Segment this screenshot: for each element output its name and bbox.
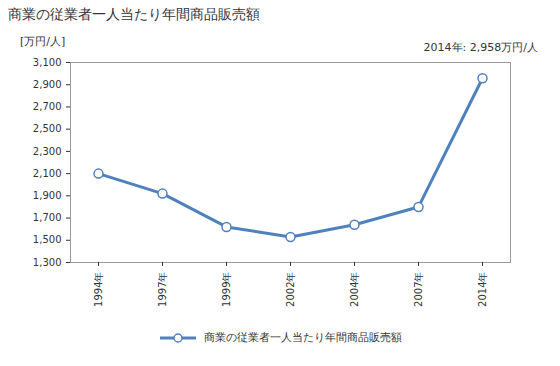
html-text:商業の従業者一人当たり年間商品販売額: 商業の従業者一人当たり年間商品販売額 bbox=[8, 6, 260, 22]
svg-text:2,900: 2,900 bbox=[33, 79, 62, 90]
svg-text:1994年: 1994年 bbox=[93, 272, 104, 307]
svg-text:1,300: 1,300 bbox=[33, 257, 62, 268]
html-text:2014年: 2,958万円/人: 2014年: 2,958万円/人 bbox=[423, 41, 538, 54]
svg-text:1,500: 1,500 bbox=[33, 234, 62, 245]
svg-text:2,700: 2,700 bbox=[33, 101, 62, 112]
svg-text:1,700: 1,700 bbox=[33, 212, 62, 223]
svg-text:2014年: 2014年 bbox=[477, 272, 488, 307]
svg-text:1,900: 1,900 bbox=[33, 190, 62, 201]
svg-text:1999年: 1999年 bbox=[221, 272, 232, 307]
svg-text:1997年: 1997年 bbox=[157, 272, 168, 307]
svg-text:2,500: 2,500 bbox=[33, 123, 62, 134]
svg-text:3,100: 3,100 bbox=[33, 57, 62, 68]
svg-text:2,300: 2,300 bbox=[33, 146, 62, 157]
svg-text:2004年: 2004年 bbox=[349, 272, 360, 307]
svg-text:2,100: 2,100 bbox=[33, 168, 62, 179]
html-text:[万円/人]: [万円/人] bbox=[20, 35, 66, 48]
html-text:商業の従業者一人当たり年間商品販売額: 商業の従業者一人当たり年間商品販売額 bbox=[204, 331, 402, 344]
svg-text:2007年: 2007年 bbox=[413, 272, 424, 307]
svg-text:2002年: 2002年 bbox=[285, 272, 296, 307]
